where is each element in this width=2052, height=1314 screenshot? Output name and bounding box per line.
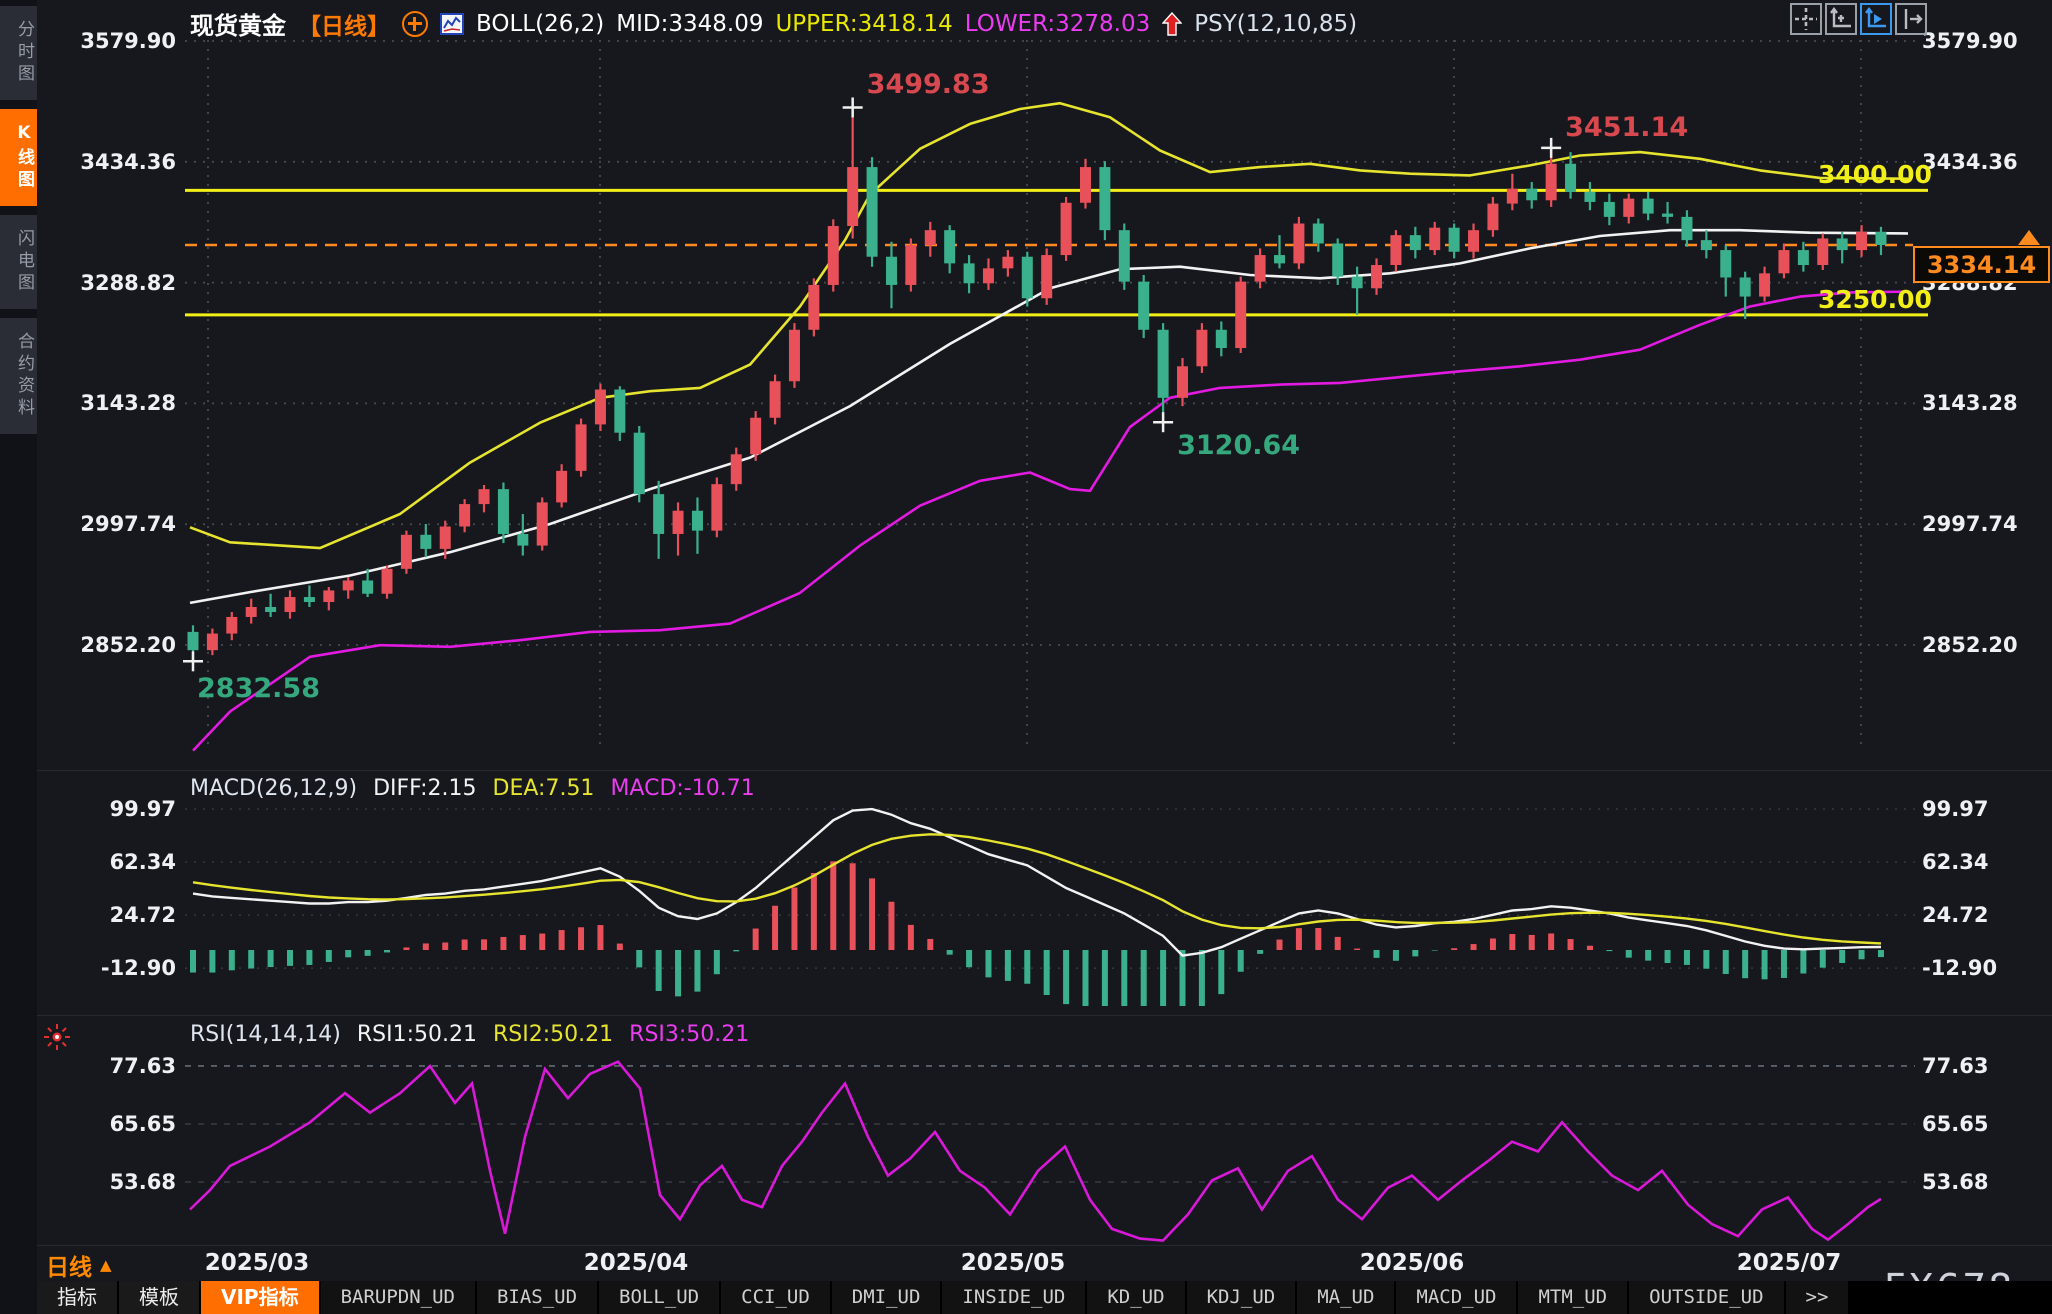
toolbar-tab-6[interactable]: CCI_UD (721, 1281, 830, 1314)
toolbar-tab-10[interactable]: KDJ_UD (1186, 1281, 1296, 1314)
boll-upper-value: UPPER:3418.14 (775, 10, 953, 37)
rsi3-value: RSI3:50.21 (629, 1022, 750, 1047)
macd-diff-value: DIFF:2.15 (373, 776, 477, 801)
macd-dea-value: DEA:7.51 (492, 776, 595, 801)
toolbar-tab-3[interactable]: BARUPDN_UD (320, 1281, 475, 1314)
indicator-toolbar: 指标 模板 VIP指标 BARUPDN_UD BIAS_UD BOLL_UD CCI_UD D… (37, 1281, 2052, 1314)
toolbar-tab-11[interactable]: MA_UD (1297, 1281, 1395, 1314)
live-alert-icon (44, 1024, 70, 1050)
chart-tools (1790, 3, 1927, 35)
macd-value: MACD:-10.71 (610, 776, 755, 801)
macd-title: MACD(26,12,9) (190, 776, 358, 801)
toolbar-tab-8[interactable]: INSIDE_UD (942, 1281, 1086, 1314)
sidebar-item-闪电图[interactable]: 闪电图 (0, 215, 37, 309)
up-arrow-icon (1162, 11, 1183, 36)
macd-header: MACD(26,12,9) DIFF:2.15 DEA:7.51 MACD:-1… (190, 776, 755, 801)
chart-type-icon[interactable] (440, 12, 464, 35)
timeframe-label: 日线 (46, 1255, 92, 1281)
chart-header: 现货黄金 【日线】 BOLL(26,2) MID:3348.09 UPPER:3… (190, 6, 1357, 41)
toolbar-tab-9[interactable]: KD_UD (1087, 1281, 1185, 1314)
sidebar: 分时图 K线图闪电图合约资料 (0, 0, 37, 1314)
toolbar-tab-5[interactable]: BOLL_UD (599, 1281, 720, 1314)
toolbar-tab-4[interactable]: BIAS_UD (476, 1281, 598, 1314)
current-price-box: 3334.14 (1913, 246, 2050, 283)
timeframe-arrow-icon: ▲ (100, 1256, 112, 1274)
panel-shift-tool-icon[interactable] (1895, 3, 1927, 35)
sidebar-item-K线图[interactable]: K线图 (0, 109, 37, 206)
rsi-header: RSI(14,14,14) RSI1:50.21 RSI2:50.21 RSI3… (190, 1022, 749, 1047)
rsi-title: RSI(14,14,14) (190, 1022, 341, 1047)
price-up-arrow-icon (2018, 230, 2040, 245)
timeframe-selector[interactable]: 日线 ▲ (46, 1248, 112, 1282)
toolbar-tab-12[interactable]: MACD_UD (1396, 1281, 1517, 1314)
toolbar-tab-14[interactable]: OUTSIDE_UD (1629, 1281, 1784, 1314)
crosshair-tool-icon[interactable] (1790, 3, 1822, 35)
toolbar-tab-7[interactable]: DMI_UD (831, 1281, 941, 1314)
sidebar-item-分时图[interactable]: 分时图 (0, 6, 37, 100)
symbol-name: 现货黄金 (190, 12, 286, 40)
current-price-value: 3334.14 (1926, 250, 2037, 279)
add-indicator-icon[interactable] (402, 10, 428, 37)
toolbar-tab-2[interactable]: VIP指标 (201, 1281, 319, 1314)
boll-mid-value: MID:3348.09 (616, 10, 764, 37)
toolbar-tab-1[interactable]: 模板 (119, 1281, 199, 1314)
boll-lower-value: LOWER:3278.03 (964, 10, 1151, 37)
rsi1-value: RSI1:50.21 (356, 1022, 478, 1047)
sidebar-item-合约资料[interactable]: 合约资料 (0, 318, 37, 434)
toolbar-tab-0[interactable]: 指标 (37, 1281, 117, 1314)
timeframe-badge[interactable]: 【日线】 (298, 13, 390, 40)
boll-settings-label: BOLL(26,2) (476, 10, 605, 37)
toolbar-tab-13[interactable]: MTM_UD (1518, 1281, 1628, 1314)
axis-play-tool-icon[interactable] (1860, 3, 1892, 35)
psy-settings-label: PSY(12,10,85) (1194, 10, 1358, 37)
axis-scale-tool-icon[interactable] (1825, 3, 1857, 35)
rsi2-value: RSI2:50.21 (493, 1022, 614, 1047)
toolbar-tab-more[interactable]: >> (1785, 1281, 1849, 1314)
